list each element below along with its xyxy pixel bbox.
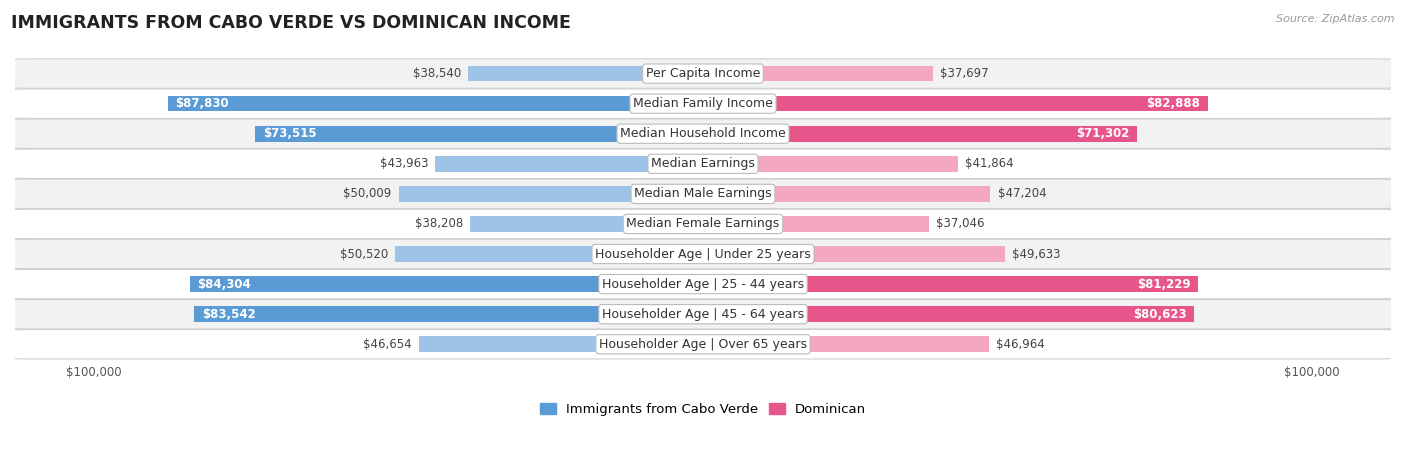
Text: $50,520: $50,520 bbox=[340, 248, 388, 261]
Bar bbox=[703, 156, 957, 172]
Text: $37,046: $37,046 bbox=[936, 218, 984, 230]
FancyBboxPatch shape bbox=[8, 239, 1398, 269]
Text: Per Capita Income: Per Capita Income bbox=[645, 67, 761, 80]
Bar bbox=[256, 126, 703, 142]
Text: $37,697: $37,697 bbox=[939, 67, 988, 80]
Text: $49,633: $49,633 bbox=[1012, 248, 1062, 261]
FancyBboxPatch shape bbox=[8, 149, 1398, 178]
Text: IMMIGRANTS FROM CABO VERDE VS DOMINICAN INCOME: IMMIGRANTS FROM CABO VERDE VS DOMINICAN … bbox=[11, 14, 571, 32]
FancyBboxPatch shape bbox=[8, 179, 1398, 209]
Bar bbox=[395, 246, 703, 262]
FancyBboxPatch shape bbox=[8, 209, 1398, 239]
Text: Median Male Earnings: Median Male Earnings bbox=[634, 187, 772, 200]
FancyBboxPatch shape bbox=[8, 299, 1398, 329]
Text: Median Household Income: Median Household Income bbox=[620, 127, 786, 140]
Bar bbox=[703, 276, 1198, 292]
Text: Householder Age | 25 - 44 years: Householder Age | 25 - 44 years bbox=[602, 277, 804, 290]
Text: $38,540: $38,540 bbox=[413, 67, 461, 80]
Bar bbox=[703, 306, 1194, 322]
FancyBboxPatch shape bbox=[8, 269, 1398, 299]
Text: $81,229: $81,229 bbox=[1136, 277, 1191, 290]
Bar bbox=[436, 156, 703, 172]
Bar bbox=[703, 96, 1208, 112]
Text: Householder Age | Over 65 years: Householder Age | Over 65 years bbox=[599, 338, 807, 351]
Text: $83,542: $83,542 bbox=[201, 308, 256, 321]
Text: Householder Age | Under 25 years: Householder Age | Under 25 years bbox=[595, 248, 811, 261]
Text: Median Family Income: Median Family Income bbox=[633, 97, 773, 110]
Bar bbox=[703, 126, 1137, 142]
Bar bbox=[703, 246, 1005, 262]
Text: Median Earnings: Median Earnings bbox=[651, 157, 755, 170]
Bar bbox=[703, 336, 988, 352]
FancyBboxPatch shape bbox=[8, 119, 1398, 149]
Legend: Immigrants from Cabo Verde, Dominican: Immigrants from Cabo Verde, Dominican bbox=[534, 397, 872, 421]
Bar bbox=[703, 216, 928, 232]
Bar bbox=[190, 276, 703, 292]
Text: $38,208: $38,208 bbox=[415, 218, 463, 230]
Text: $80,623: $80,623 bbox=[1133, 308, 1187, 321]
Text: $47,204: $47,204 bbox=[998, 187, 1046, 200]
Bar bbox=[703, 186, 990, 202]
Text: $84,304: $84,304 bbox=[197, 277, 250, 290]
Bar bbox=[398, 186, 703, 202]
FancyBboxPatch shape bbox=[8, 89, 1398, 119]
Text: $71,302: $71,302 bbox=[1077, 127, 1130, 140]
Text: Householder Age | 45 - 64 years: Householder Age | 45 - 64 years bbox=[602, 308, 804, 321]
Text: $73,515: $73,515 bbox=[263, 127, 316, 140]
Text: Median Female Earnings: Median Female Earnings bbox=[627, 218, 779, 230]
Bar bbox=[471, 216, 703, 232]
Text: $50,009: $50,009 bbox=[343, 187, 391, 200]
Text: $82,888: $82,888 bbox=[1146, 97, 1201, 110]
Text: Source: ZipAtlas.com: Source: ZipAtlas.com bbox=[1277, 14, 1395, 24]
Text: $46,964: $46,964 bbox=[997, 338, 1045, 351]
Bar bbox=[703, 66, 932, 81]
Bar bbox=[194, 306, 703, 322]
Text: $41,864: $41,864 bbox=[965, 157, 1014, 170]
Bar bbox=[169, 96, 703, 112]
Bar bbox=[468, 66, 703, 81]
Bar bbox=[419, 336, 703, 352]
Text: $43,963: $43,963 bbox=[380, 157, 427, 170]
Text: $87,830: $87,830 bbox=[176, 97, 229, 110]
Text: $46,654: $46,654 bbox=[363, 338, 412, 351]
FancyBboxPatch shape bbox=[8, 330, 1398, 359]
FancyBboxPatch shape bbox=[8, 59, 1398, 88]
